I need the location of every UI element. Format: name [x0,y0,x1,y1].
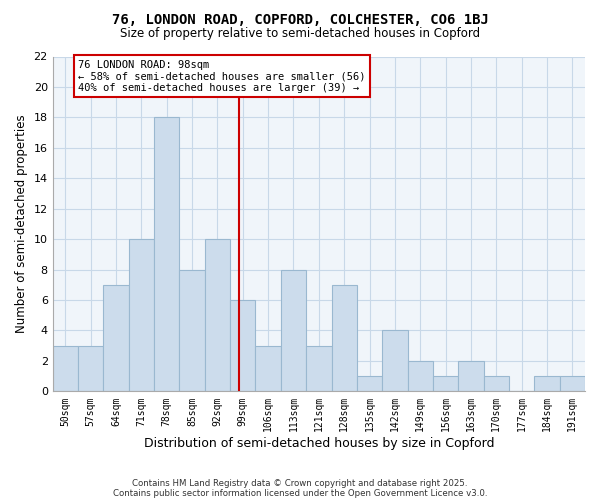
Bar [458,361,484,392]
Bar [129,239,154,392]
Bar [433,376,458,392]
Bar [205,239,230,392]
Y-axis label: Number of semi-detached properties: Number of semi-detached properties [15,114,28,333]
Bar [78,346,103,392]
Text: Contains public sector information licensed under the Open Government Licence v3: Contains public sector information licen… [113,488,487,498]
Text: Contains HM Land Registry data © Crown copyright and database right 2025.: Contains HM Land Registry data © Crown c… [132,478,468,488]
X-axis label: Distribution of semi-detached houses by size in Copford: Distribution of semi-detached houses by … [143,437,494,450]
Bar [332,285,357,392]
Bar [281,270,306,392]
Text: 76 LONDON ROAD: 98sqm
← 58% of semi-detached houses are smaller (56)
40% of semi: 76 LONDON ROAD: 98sqm ← 58% of semi-deta… [78,60,365,92]
Bar [256,346,281,392]
Bar [484,376,509,392]
Bar [53,346,78,392]
Text: Size of property relative to semi-detached houses in Copford: Size of property relative to semi-detach… [120,28,480,40]
Bar [230,300,256,392]
Bar [179,270,205,392]
Bar [154,118,179,392]
Bar [535,376,560,392]
Text: 76, LONDON ROAD, COPFORD, COLCHESTER, CO6 1BJ: 76, LONDON ROAD, COPFORD, COLCHESTER, CO… [112,12,488,26]
Bar [560,376,585,392]
Bar [103,285,129,392]
Bar [306,346,332,392]
Bar [357,376,382,392]
Bar [407,361,433,392]
Bar [382,330,407,392]
